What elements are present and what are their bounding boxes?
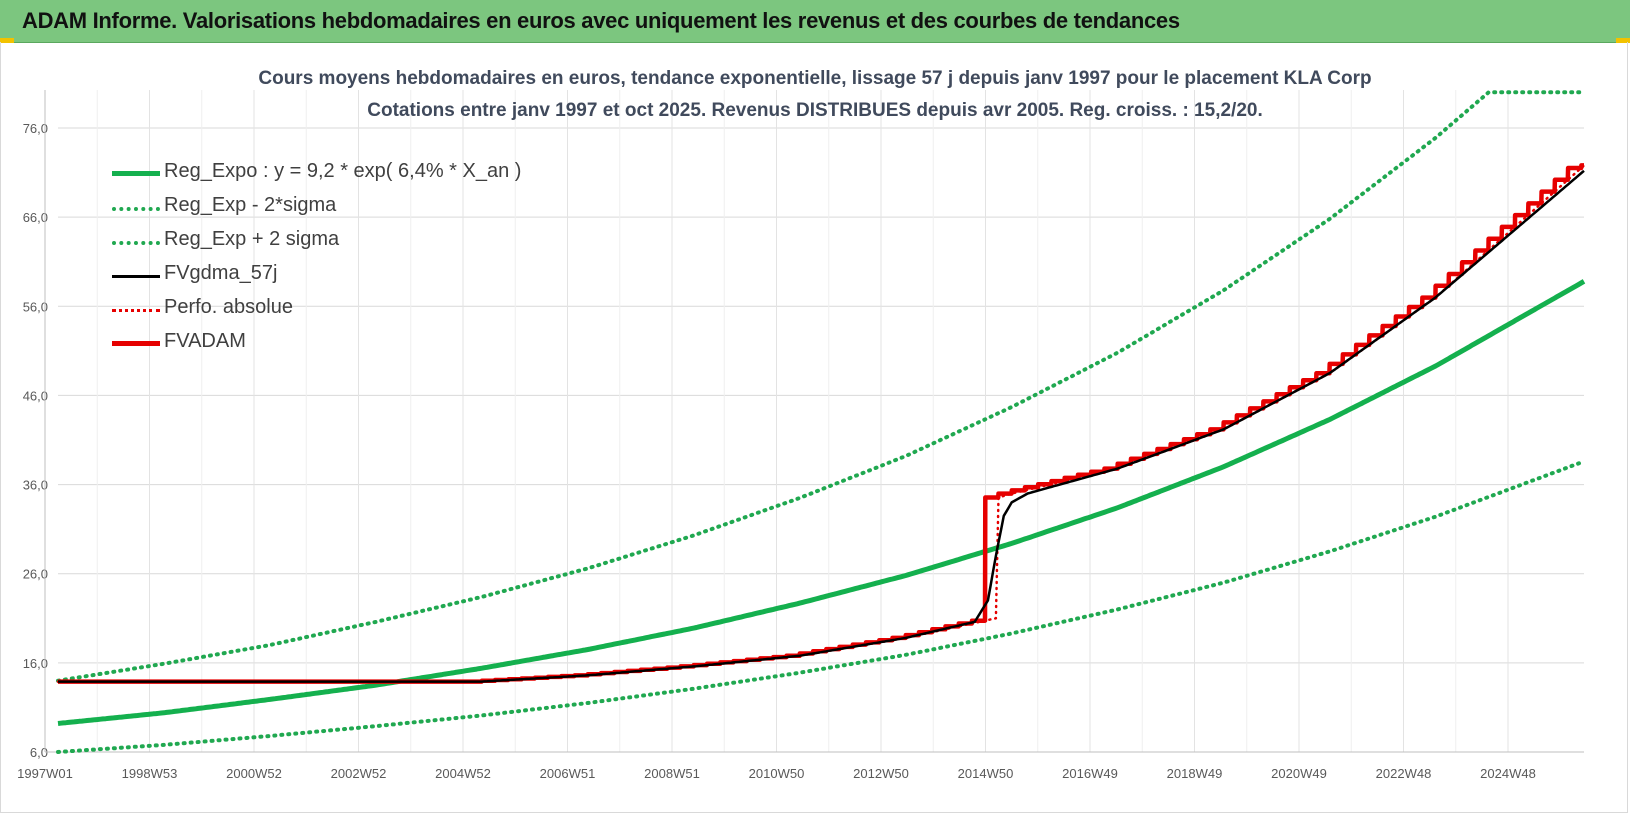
corner-marker-left xyxy=(0,38,14,43)
legend-label-fvadam: FVADAM xyxy=(164,330,246,352)
x-tick-label: 2010W50 xyxy=(749,766,805,781)
legend-swatch-fvadam xyxy=(112,341,160,346)
x-tick-label: 1997W01 xyxy=(17,766,73,781)
header-banner: ADAM Informe. Valorisations hebdomadaire… xyxy=(0,0,1630,43)
legend-label-reg-exp-plus: Reg_Exp + 2 sigma xyxy=(164,228,340,250)
banner-title: ADAM Informe. Valorisations hebdomadaire… xyxy=(22,8,1180,33)
legend-label-perfo: Perfo. absolue xyxy=(164,296,293,318)
y-tick-label: 16,0 xyxy=(23,656,48,671)
x-tick-label: 2024W48 xyxy=(1480,766,1536,781)
chart-frame xyxy=(0,42,1628,813)
y-tick-label: 76,0 xyxy=(23,121,48,136)
x-tick-label: 2016W49 xyxy=(1062,766,1118,781)
series-line-solid-thick-green xyxy=(57,279,1586,726)
chart-subtitle: Cotations entre janv 1997 et oct 2025. R… xyxy=(367,100,1263,121)
series-line-dotted-green xyxy=(56,90,1586,683)
x-tick-label: 2000W52 xyxy=(226,766,282,781)
x-tick-label: 2006W51 xyxy=(540,766,596,781)
x-tick-label: 2002W52 xyxy=(331,766,387,781)
y-tick-label: 46,0 xyxy=(23,388,48,403)
legend-swatch-fvgdma xyxy=(112,275,160,278)
legend-swatch-reg-expo xyxy=(112,171,160,176)
y-tick-label: 6,0 xyxy=(30,745,48,760)
legend-swatch-reg-exp-plus xyxy=(112,241,160,245)
axis-ticks: 6,0 16,0 26,0 36,0 46,0 56,0 66,0 76,0 1997W01 19… xyxy=(17,90,1584,781)
legend-label-reg-expo: Reg_Expo : y = 9,2 * exp( 6,4% * X_an ) xyxy=(164,160,522,182)
series-lines xyxy=(56,90,1586,754)
legend-label-reg-exp-minus: Reg_Exp - 2*sigma xyxy=(164,194,337,216)
legend-swatch-perfo xyxy=(112,309,160,312)
chart-title: Cours moyens hebdomadaires en euros, ten… xyxy=(258,68,1372,89)
x-tick-label: 2020W49 xyxy=(1271,766,1327,781)
corner-marker-right xyxy=(1616,38,1630,43)
y-tick-label: 66,0 xyxy=(23,210,48,225)
x-tick-label: 2018W49 xyxy=(1167,766,1223,781)
y-tick-label: 26,0 xyxy=(23,567,48,582)
gridlines xyxy=(44,90,1584,753)
y-tick-label: 36,0 xyxy=(23,478,48,493)
x-tick-label: 2014W50 xyxy=(958,766,1014,781)
y-tick-label: 56,0 xyxy=(23,299,48,314)
series-line-solid-black xyxy=(58,169,1585,683)
legend-swatch-reg-exp-minus xyxy=(112,207,160,211)
x-tick-label: 1998W53 xyxy=(122,766,178,781)
legend-label-fvgdma: FVgdma_57j xyxy=(164,262,278,284)
x-tick-label: 2022W48 xyxy=(1376,766,1432,781)
x-tick-label: 2004W52 xyxy=(435,766,491,781)
series-line-dotted-green xyxy=(56,459,1586,754)
x-tick-label: 2012W50 xyxy=(853,766,909,781)
x-tick-label: 2008W51 xyxy=(644,766,700,781)
